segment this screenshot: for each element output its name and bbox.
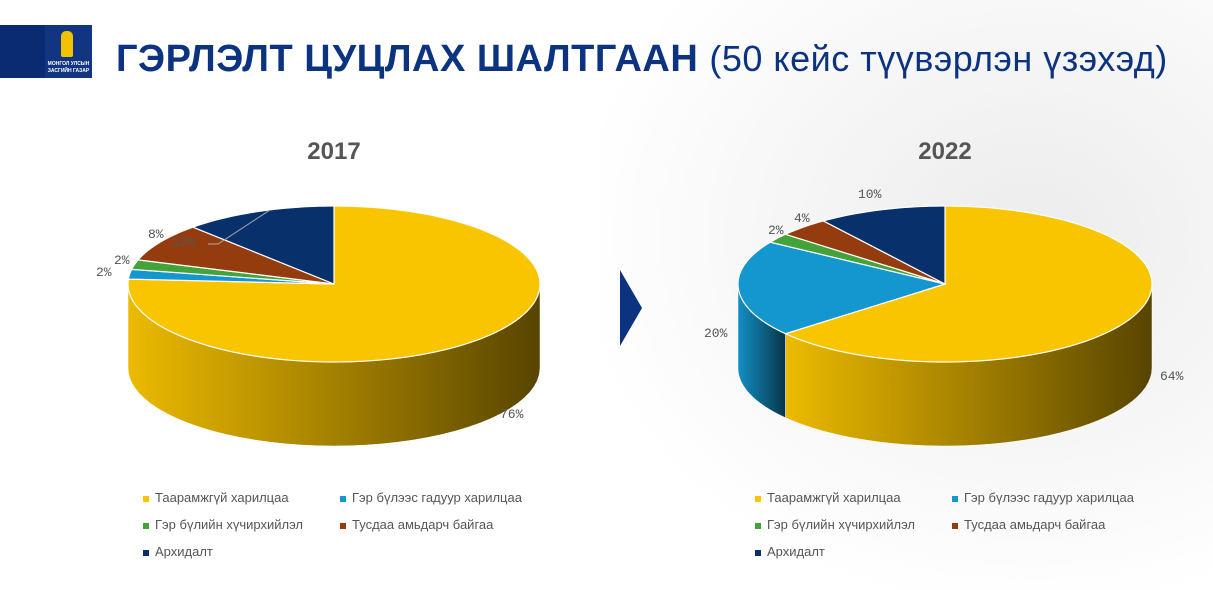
- pie-slice-2022-3[interactable]: [783, 220, 946, 285]
- pie-slice-2022-4[interactable]: [821, 205, 946, 285]
- legend-label: Гэр бүлийн хүчирхийлэл: [155, 517, 304, 532]
- legend-label: Гэр бүлээс гадуур харилцаа: [352, 490, 522, 505]
- legend-swatch-icon: [952, 495, 958, 502]
- data-label: 10%: [858, 187, 882, 202]
- legend-swatch-icon: [755, 522, 761, 529]
- data-label: 64%: [1160, 369, 1184, 384]
- logo-text: МОНГОЛ УЛСЫН: [47, 61, 90, 67]
- legend-swatch-icon: [755, 549, 761, 556]
- legend-swatch-icon: [143, 522, 149, 529]
- legend-item: Гэр бүлийн хүчирхийлэл: [143, 517, 303, 532]
- legend-label: Гэр бүлээс гадуур харилцаа: [964, 490, 1134, 505]
- legend-swatch-icon: [340, 495, 346, 502]
- page-subtitle: (50 кейс түүвэрлэн үзэхэд): [709, 38, 1168, 79]
- data-label: 12%: [172, 235, 196, 250]
- government-logo: МОНГОЛ УЛСЫН ЗАСГИЙН ГАЗАР: [0, 25, 92, 78]
- data-label: 2%: [114, 253, 130, 268]
- legend-swatch-icon: [143, 495, 149, 502]
- legend-label: Архидалт: [767, 544, 825, 559]
- pie-slice-2017-3[interactable]: [136, 226, 335, 285]
- legend-item: Гэр бүлээс гадуур харилцаа: [340, 490, 522, 505]
- legend-label: Гэр бүлийн хүчирхийлэл: [767, 517, 916, 532]
- legend-swatch-icon: [340, 522, 346, 529]
- legend-label: Тусдаа амьдарч байгаа: [964, 517, 1106, 532]
- legend-label: Таарамжгүй харилцаа: [155, 490, 289, 505]
- legend-swatch-icon: [952, 522, 958, 529]
- data-label: 2%: [96, 265, 112, 280]
- legend-item: Архидалт: [143, 544, 213, 559]
- legend-label: Тусдаа амьдарч байгаа: [352, 517, 494, 532]
- data-label: 8%: [148, 227, 164, 242]
- pie-slice-2017-4[interactable]: [191, 205, 335, 285]
- legend-item: Таарамжгүй харилцаа: [143, 490, 289, 505]
- pie-slice-2022-2[interactable]: [768, 233, 946, 285]
- arrow-right-icon: [620, 270, 642, 346]
- chart-title-2017: 2017: [307, 138, 361, 165]
- chart-title-2022: 2022: [918, 138, 972, 165]
- legend-label: Таарамжгүй харилцаа: [767, 490, 901, 505]
- legend-item: Архидалт: [755, 544, 825, 559]
- legend-swatch-icon: [143, 549, 149, 556]
- legend-swatch-icon: [755, 495, 761, 502]
- soyombo-icon: [61, 31, 73, 57]
- logo-text: ЗАСГИЙН ГАЗАР: [47, 68, 90, 74]
- legend-label: Архидалт: [155, 544, 213, 559]
- page-title: ГЭРЛЭЛТ ЦУЦЛАХ ШАЛТГААН (50 кейс түүвэрл…: [116, 38, 1168, 80]
- data-label: 2%: [768, 223, 784, 238]
- pie-slice-2022-0[interactable]: [783, 205, 1153, 363]
- legend-item: Гэр бүлээс гадуур харилцаа: [952, 490, 1134, 505]
- leader-line: [208, 209, 271, 245]
- data-label: 76%: [500, 407, 524, 422]
- legend-item: Тусдаа амьдарч байгаа: [340, 517, 493, 532]
- pie-slice-2022-1[interactable]: [737, 241, 948, 335]
- legend-item: Таарамжгүй харилцаа: [755, 490, 901, 505]
- data-label: 4%: [794, 211, 810, 226]
- legend-item: Тусдаа амьдарч байгаа: [952, 517, 1105, 532]
- legend-item: Гэр бүлийн хүчирхийлэл: [755, 517, 915, 532]
- data-label: 20%: [704, 326, 728, 341]
